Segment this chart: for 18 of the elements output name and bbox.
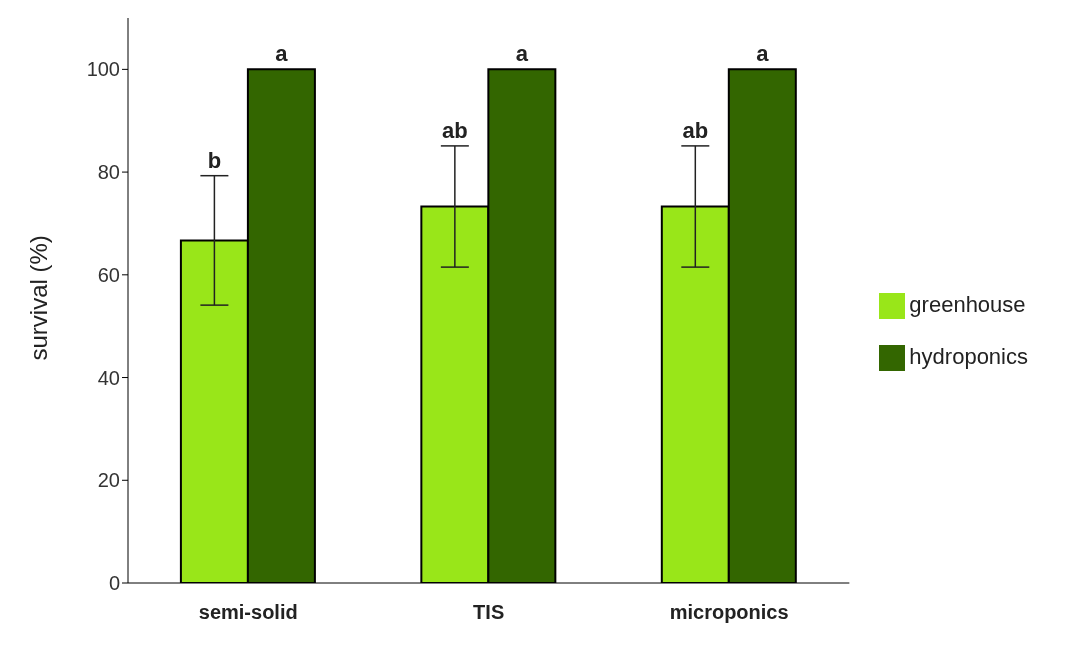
x-tick-label: TIS	[473, 601, 505, 624]
y-tick-label: 80	[97, 161, 120, 184]
y-tick-label: 100	[86, 58, 120, 81]
annotation: ab	[442, 117, 468, 143]
y-tick-label: 20	[97, 469, 120, 492]
annotation: b	[207, 147, 222, 173]
y-tick-label: 0	[108, 572, 120, 595]
annotation: a	[756, 41, 770, 67]
y-axis-title: survival (%)	[24, 235, 52, 361]
annotation: ab	[682, 117, 709, 143]
x-tick-label: microponics	[669, 601, 789, 624]
annotation: a	[515, 41, 529, 67]
x-tick-label: semi-solid	[198, 601, 298, 624]
y-tick-label: 60	[97, 263, 120, 286]
legend-label: greenhouse	[909, 291, 1026, 317]
annotation: a	[275, 41, 289, 67]
legend-label: hydroponics	[909, 343, 1028, 369]
y-tick-label: 40	[97, 366, 120, 389]
